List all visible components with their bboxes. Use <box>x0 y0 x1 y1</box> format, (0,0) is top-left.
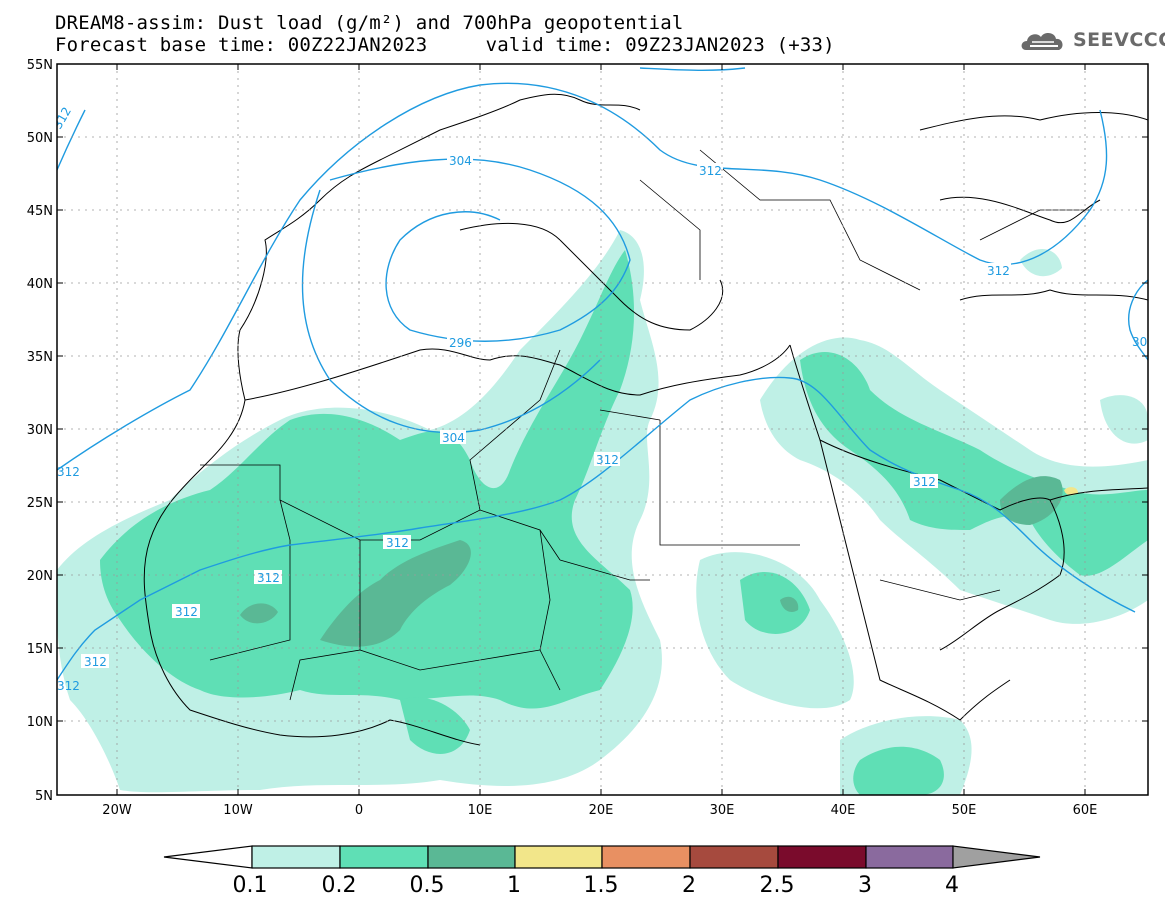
lon-axis <box>116 64 1086 795</box>
dust-field-peak <box>1064 487 1078 496</box>
colorbar-swatch <box>601 845 691 869</box>
contour-label: 312 <box>57 465 80 479</box>
lon-label: 20W <box>102 803 132 818</box>
colorbar-label: 1 <box>507 873 521 898</box>
colorbar <box>163 845 1041 869</box>
colorbar-label: 0.2 <box>322 873 357 898</box>
colorbar-swatch <box>339 845 429 869</box>
lat-label: 15N <box>27 642 53 657</box>
contour-label: 312 <box>596 453 619 467</box>
map-layers: 312 304 312 312 296 304 312 312 312 312 … <box>50 64 1148 795</box>
colorbar-label: 2.5 <box>760 873 795 898</box>
colorbar-swatch <box>865 845 954 869</box>
lon-label: 10W <box>223 803 253 818</box>
lat-label: 50N <box>27 131 53 146</box>
lon-label: 50E <box>952 803 977 818</box>
graticule <box>57 64 1148 795</box>
lon-label: 60E <box>1073 803 1098 818</box>
contour-label: 304 <box>449 154 472 168</box>
colorbar-high-arrow <box>952 845 1041 869</box>
contour-label: 312 <box>57 679 80 693</box>
contour-label: 312 <box>50 105 74 132</box>
colorbar-label: 1.5 <box>584 873 619 898</box>
lat-axis <box>57 63 1148 796</box>
colorbar-swatch <box>689 845 779 869</box>
lat-labels: 55N 50N 45N 40N 35N 30N 25N 20N 15N 10N … <box>27 58 53 804</box>
colorbar-label: 4 <box>945 873 959 898</box>
country-borders <box>200 149 1090 701</box>
lat-label: 20N <box>27 569 53 584</box>
contour-label: 312 <box>257 571 280 585</box>
contour-label: 30 <box>1132 335 1147 349</box>
colorbar-low-arrow <box>163 845 253 869</box>
contour-label: 312 <box>386 536 409 550</box>
logo-text: SEEVCCC <box>1073 29 1165 51</box>
colorbar-label: 0.1 <box>233 873 268 898</box>
forecast-time-subtitle: Forecast base time: 00Z22JAN2023 valid t… <box>55 34 835 56</box>
cloud-logo-icon <box>1021 33 1063 50</box>
colorbar-label: 2 <box>682 873 696 898</box>
lat-label: 55N <box>27 58 53 73</box>
colorbar-swatch <box>777 845 867 869</box>
lon-label: 0 <box>355 803 363 818</box>
lon-labels: 20W 10W 0 10E 20E 30E 40E 50E 60E <box>102 803 1097 818</box>
colorbar-swatch <box>251 845 341 869</box>
map-title: DREAM8-assim: Dust load (g/m²) and 700hP… <box>55 12 684 34</box>
lat-label: 30N <box>27 423 53 438</box>
seevccc-logo: SEEVCCC <box>1018 26 1165 58</box>
colorbar-label: 0.5 <box>410 873 445 898</box>
contour-label: 312 <box>699 164 722 178</box>
contour-label: 304 <box>442 431 465 445</box>
lat-label: 25N <box>27 496 53 511</box>
lon-label: 10E <box>468 803 493 818</box>
lat-label: 10N <box>27 715 53 730</box>
lon-label: 20E <box>589 803 614 818</box>
contour-label: 312 <box>84 655 107 669</box>
lon-label: 30E <box>710 803 735 818</box>
colorbar-swatch <box>427 845 516 869</box>
colorbar-swatch <box>514 845 603 869</box>
lat-label: 5N <box>35 789 53 804</box>
colorbar-labels: 0.1 0.2 0.5 1 1.5 2 2.5 3 4 <box>233 873 960 898</box>
contour-label: 312 <box>175 605 198 619</box>
contour-labels: 312 304 312 312 296 304 312 312 312 312 … <box>50 105 1147 693</box>
lat-label: 35N <box>27 350 53 365</box>
colorbar-label: 3 <box>858 873 872 898</box>
contour-label: 296 <box>449 336 472 350</box>
contour-label: 312 <box>913 475 936 489</box>
lat-label: 40N <box>27 277 53 292</box>
lat-label: 45N <box>27 204 53 219</box>
geopotential-contours <box>57 67 1148 681</box>
dust-field-high <box>240 476 1063 647</box>
contour-label: 312 <box>987 264 1010 278</box>
dust-field-medium <box>100 250 1148 795</box>
lon-label: 40E <box>831 803 856 818</box>
